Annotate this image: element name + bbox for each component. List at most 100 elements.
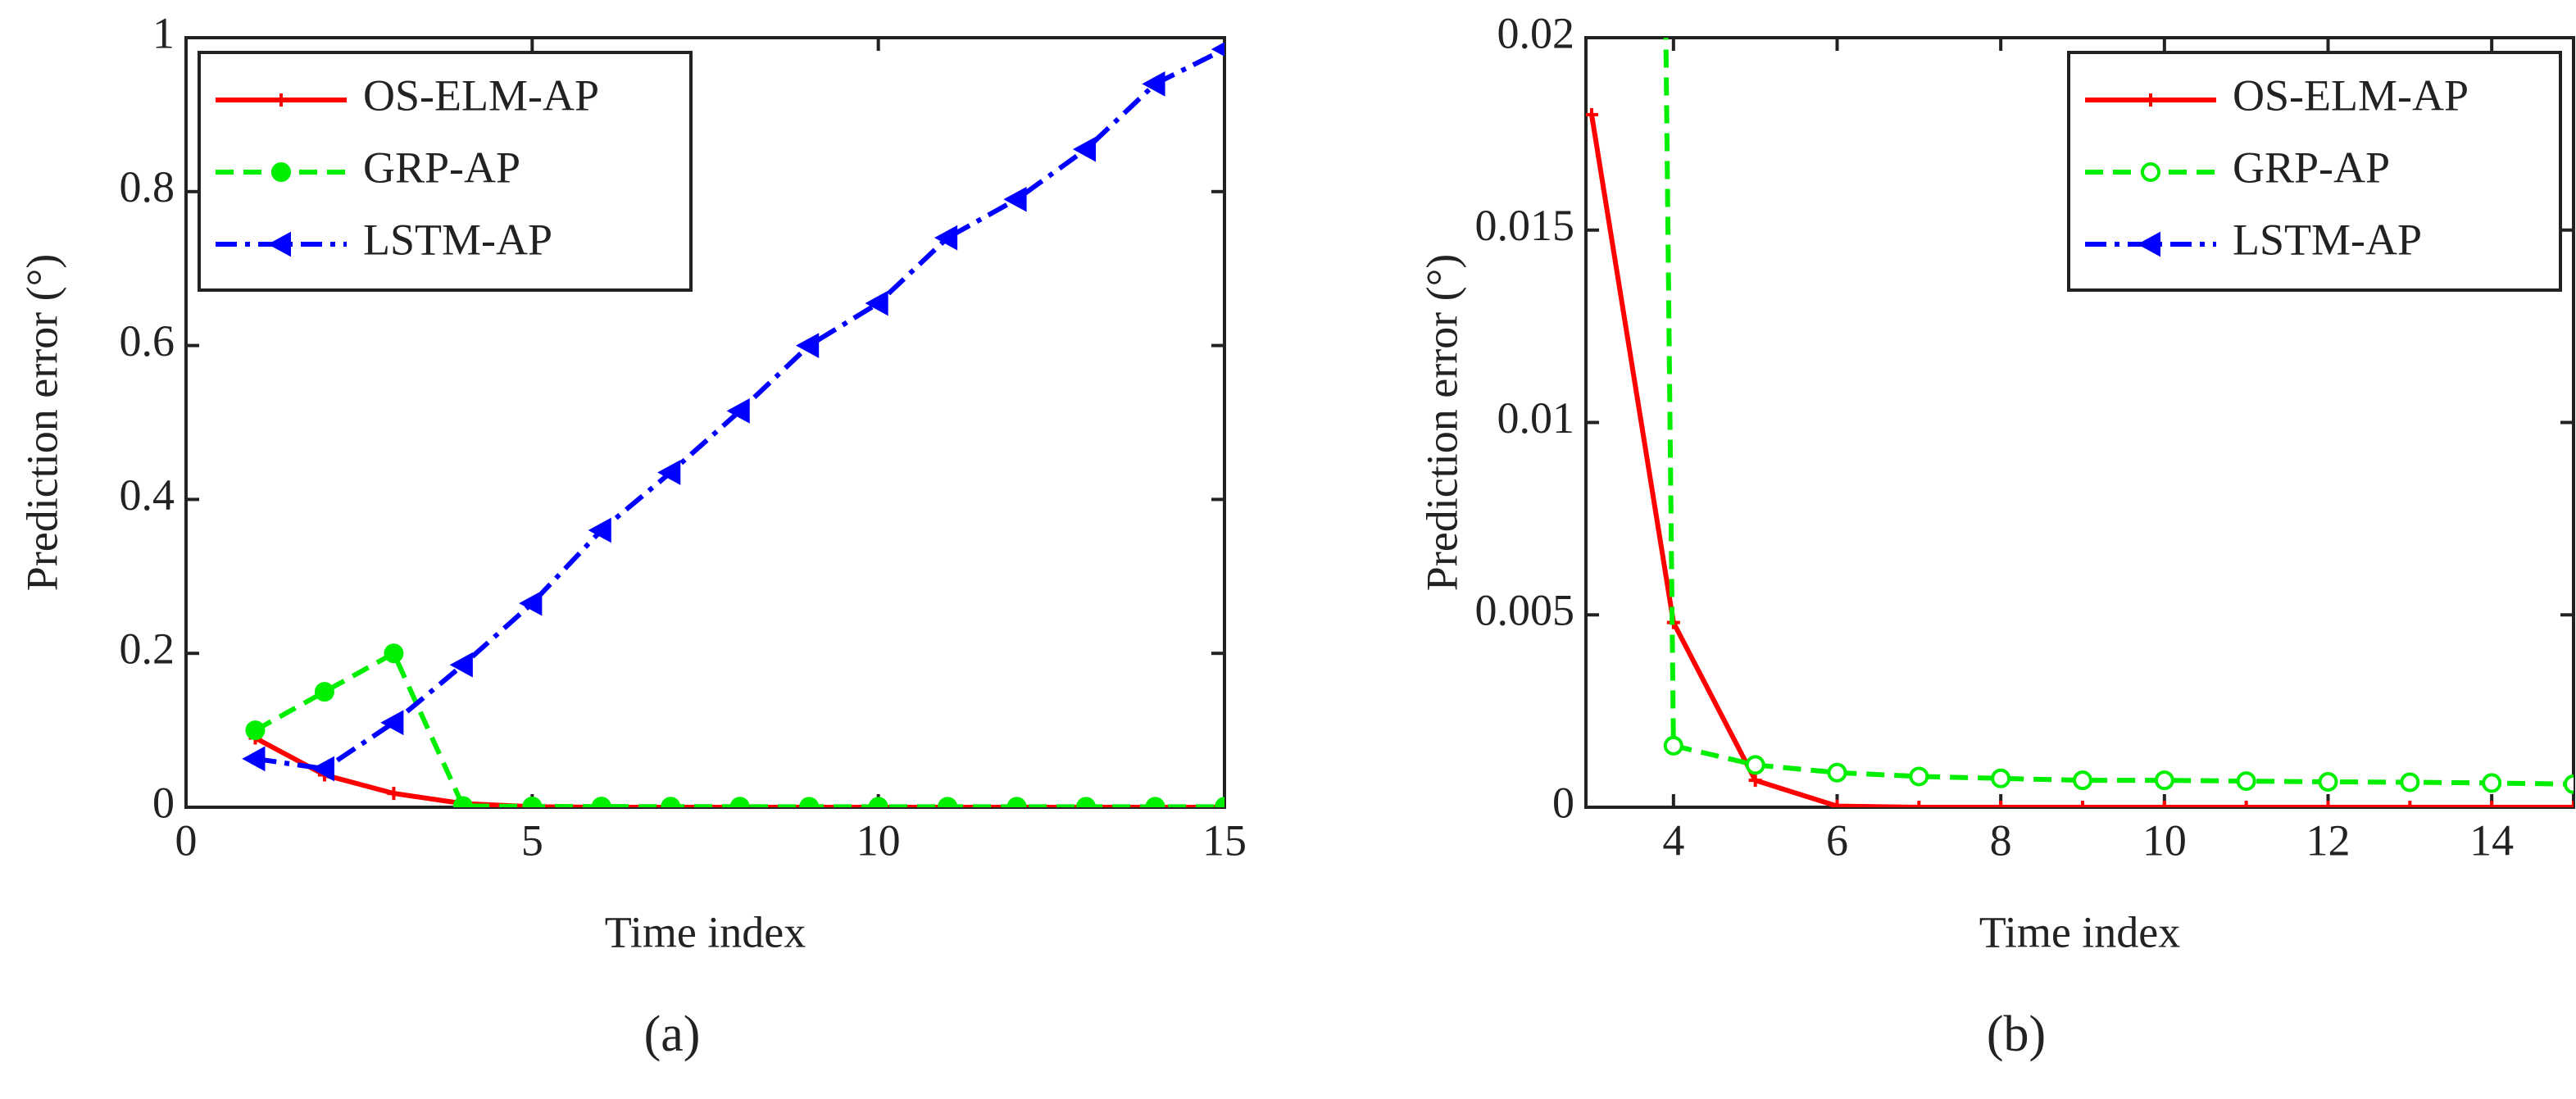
series-line	[255, 47, 1224, 772]
axes: 4 6 8 10 12 14 0 0.005 0.01 0.015 0.02 Time index Pr…	[1417, 8, 2575, 1062]
marker	[380, 710, 404, 736]
caption: (a)	[644, 1006, 701, 1062]
marker	[2485, 801, 2499, 807]
legend-marker	[2141, 162, 2160, 182]
y-tick-label: 0	[1552, 778, 1574, 827]
marker	[245, 720, 266, 741]
legend: OS-ELM-AP GRP-AP LSTM-AP	[2067, 51, 2562, 292]
y-axis-label: Prediction error (°)	[17, 254, 66, 591]
marker	[242, 746, 266, 772]
plot-area	[1586, 38, 2574, 807]
x-tick-label: 10	[856, 815, 901, 865]
legend-label: OS-ELM-AP	[2233, 70, 2469, 120]
marker	[2321, 801, 2335, 807]
marker	[2157, 801, 2171, 807]
marker	[1072, 136, 1097, 162]
marker	[729, 797, 750, 807]
marker	[314, 682, 334, 702]
x-tick-label: 0	[175, 815, 198, 865]
legend-marker	[267, 231, 291, 257]
marker	[387, 787, 401, 801]
y-tick-label: 0.015	[1475, 201, 1575, 250]
legend: OS-ELM-AP GRP-AP LSTM-AP	[198, 51, 693, 292]
y-tick-label: 0.01	[1497, 393, 1575, 443]
y-tick-label: 0.02	[1497, 8, 1575, 57]
marker	[591, 797, 611, 807]
marker	[2318, 772, 2338, 792]
y-tick-label: 0	[152, 778, 175, 827]
marker	[2564, 774, 2574, 794]
y-axis-label: Prediction error (°)	[1417, 254, 1466, 591]
legend-marker	[2144, 93, 2157, 107]
marker	[1215, 797, 1224, 807]
marker	[449, 652, 473, 678]
x-tick-label: 15	[1202, 815, 1247, 865]
caption: (b)	[1987, 1006, 2046, 1062]
x-tick-label: 5	[521, 815, 543, 865]
marker	[799, 797, 820, 807]
marker	[1912, 801, 1926, 807]
marker	[384, 643, 404, 664]
x-tick-label: 6	[1826, 815, 1848, 865]
x-tick-label: 8	[1990, 815, 2012, 865]
x-tick-label: 12	[2306, 815, 2350, 865]
legend-marker	[271, 162, 291, 182]
marker	[2154, 770, 2174, 791]
marker	[1994, 801, 2008, 807]
marker	[657, 460, 681, 485]
legend-label: LSTM-AP	[2233, 215, 2422, 264]
marker	[1745, 755, 1765, 775]
plot-area	[242, 42, 1224, 807]
marker	[311, 756, 334, 782]
marker	[1211, 42, 1224, 57]
marker	[1663, 735, 1683, 756]
marker	[2236, 771, 2256, 792]
marker	[1145, 797, 1165, 807]
marker	[726, 398, 750, 424]
marker	[2403, 801, 2417, 807]
marker	[1909, 766, 1929, 787]
marker	[1003, 186, 1027, 212]
marker	[1748, 774, 1762, 788]
marker	[1076, 797, 1097, 807]
legend-marker	[2137, 231, 2160, 257]
series-line	[254, 735, 1224, 807]
marker	[1586, 107, 1598, 121]
y-tick-label: 0.005	[1475, 586, 1575, 635]
marker	[938, 797, 958, 807]
y-tick-label: 1	[152, 8, 175, 57]
x-tick-label: 14	[2469, 815, 2514, 865]
legend-label: LSTM-AP	[363, 215, 552, 264]
marker	[865, 290, 888, 316]
x-tick-label: 10	[2142, 815, 2187, 865]
x-tick-label: 4	[1662, 815, 1684, 865]
marker	[934, 225, 958, 251]
marker	[2239, 801, 2253, 807]
marker	[2482, 773, 2502, 793]
marker	[868, 797, 888, 807]
y-tick-label: 0.6	[120, 316, 175, 366]
legend-label: GRP-AP	[363, 143, 520, 192]
marker	[2072, 770, 2092, 791]
marker	[519, 590, 543, 616]
marker	[588, 517, 611, 543]
marker	[796, 333, 820, 358]
marker	[522, 796, 543, 807]
y-tick-label: 0.2	[120, 624, 175, 674]
y-tick-label: 0.8	[120, 162, 175, 211]
marker	[1991, 768, 2011, 788]
legend-label: GRP-AP	[2233, 143, 2390, 192]
marker	[1006, 797, 1027, 807]
marker	[1142, 70, 1165, 97]
x-axis-label: Time index	[605, 907, 806, 956]
x-axis-label: Time index	[1979, 907, 2181, 956]
marker	[661, 797, 681, 807]
y-tick-label: 0.4	[120, 470, 175, 520]
marker	[1827, 762, 1847, 783]
marker	[452, 796, 473, 807]
marker	[2400, 772, 2420, 792]
legend-marker	[275, 93, 288, 107]
marker	[2075, 801, 2089, 807]
marker	[1830, 799, 1844, 807]
